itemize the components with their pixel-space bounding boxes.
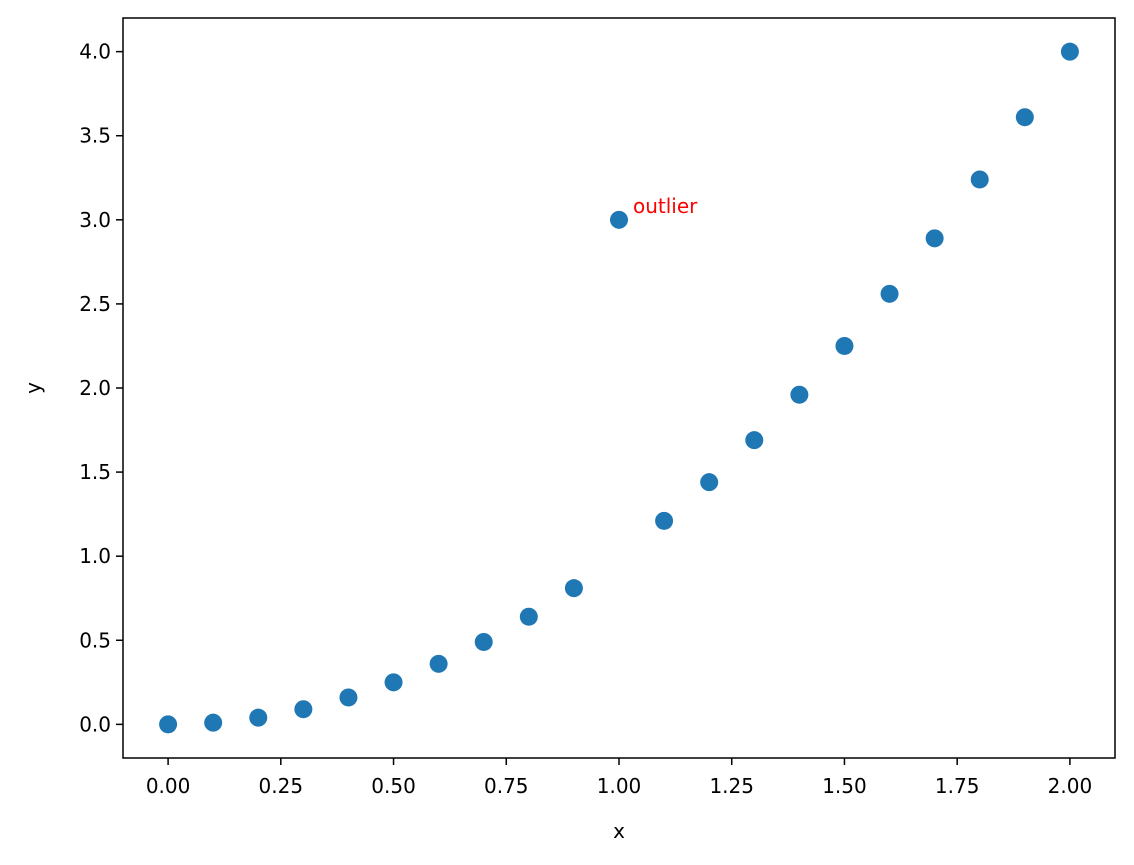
x-tick-label: 2.00 bbox=[1048, 774, 1093, 798]
point bbox=[384, 673, 403, 692]
point bbox=[610, 210, 628, 229]
y-tick-label: 1.0 bbox=[79, 544, 111, 568]
y-axis-label: y bbox=[21, 382, 45, 394]
point bbox=[429, 654, 448, 673]
y-tick-label: 2.0 bbox=[79, 376, 111, 400]
point bbox=[745, 431, 764, 450]
y-tick-label: 3.0 bbox=[79, 208, 111, 232]
point bbox=[700, 473, 719, 492]
point bbox=[790, 385, 809, 404]
point bbox=[835, 336, 854, 355]
x-tick-label: 0.25 bbox=[259, 774, 304, 798]
point bbox=[880, 284, 899, 303]
plot-frame bbox=[122, 17, 1116, 759]
point bbox=[294, 700, 313, 719]
x-tick-label: 1.50 bbox=[822, 774, 867, 798]
x-tick-label: 0.50 bbox=[371, 774, 416, 798]
x-tick-label: 1.00 bbox=[597, 774, 642, 798]
point bbox=[159, 715, 178, 734]
point bbox=[249, 708, 268, 727]
x-axis-label: x bbox=[613, 819, 625, 843]
point bbox=[925, 229, 944, 248]
point bbox=[204, 713, 223, 732]
x-tick-label: 1.25 bbox=[709, 774, 754, 798]
point bbox=[564, 579, 583, 598]
point bbox=[1060, 42, 1079, 61]
x-tick-label: 1.75 bbox=[935, 774, 980, 798]
y-tick-label: 3.5 bbox=[79, 124, 111, 148]
x-tick-label: 0.00 bbox=[146, 774, 191, 798]
x-tick-label: 0.75 bbox=[484, 774, 529, 798]
y-tick-label: 4.0 bbox=[79, 40, 111, 64]
point bbox=[970, 170, 989, 189]
y-tick-label: 2.5 bbox=[79, 292, 111, 316]
y-tick-label: 1.5 bbox=[79, 460, 111, 484]
y-tick-label: 0.0 bbox=[79, 712, 111, 736]
y-tick-label: 0.5 bbox=[79, 628, 111, 652]
point bbox=[519, 607, 538, 626]
point bbox=[339, 688, 358, 707]
annotation: outlier bbox=[633, 194, 698, 218]
point bbox=[655, 511, 674, 530]
point bbox=[1015, 108, 1034, 127]
point bbox=[474, 632, 493, 651]
